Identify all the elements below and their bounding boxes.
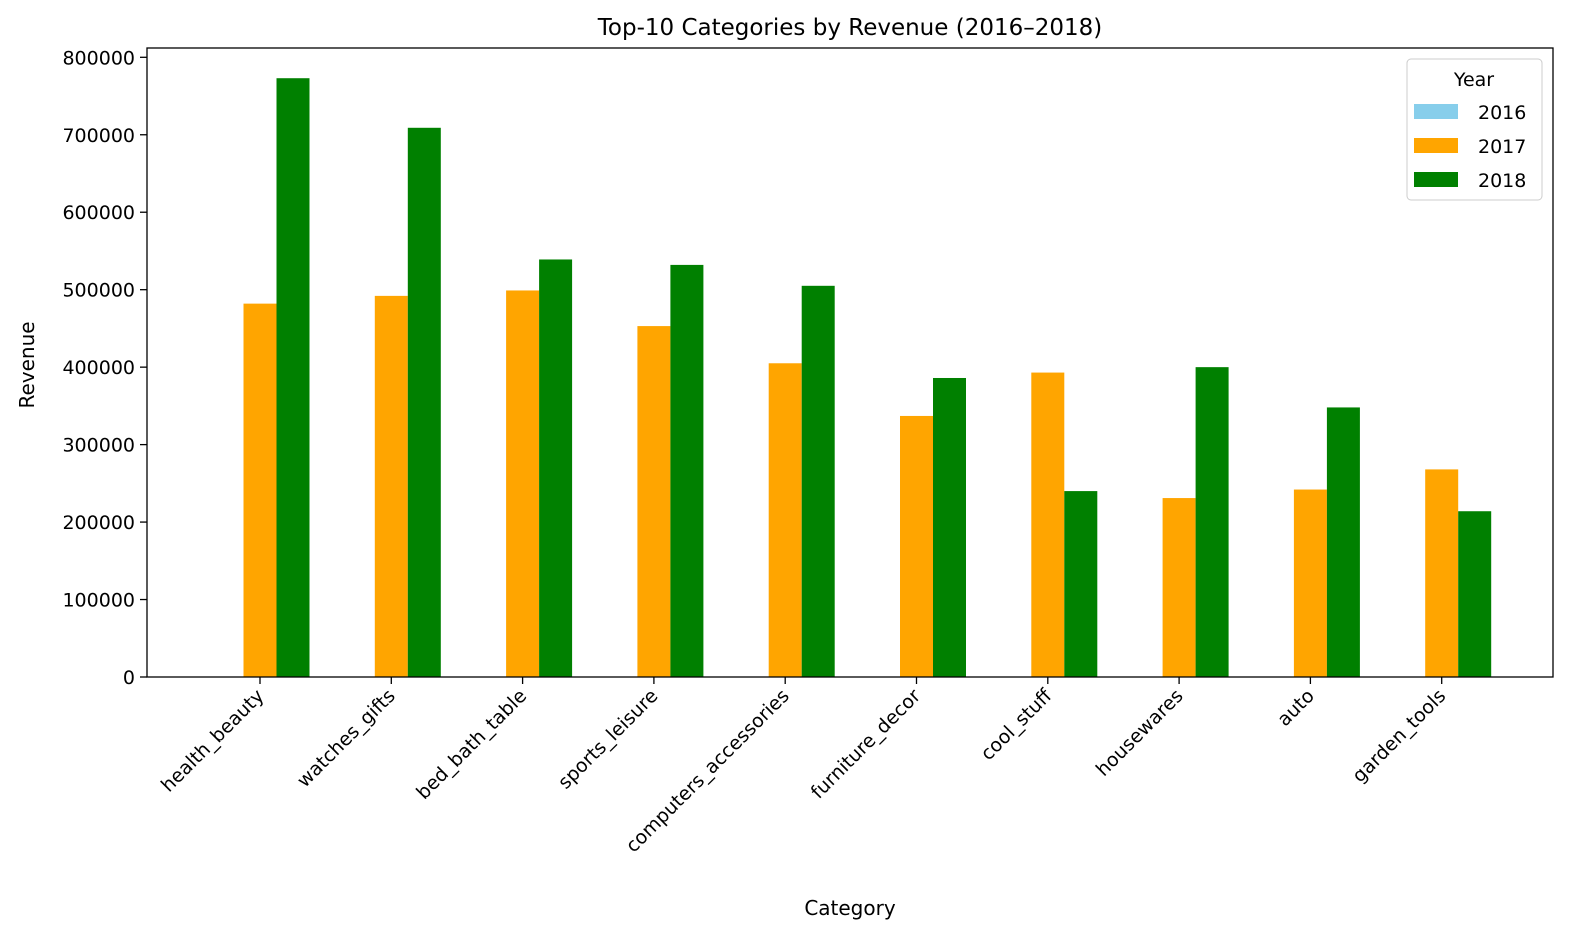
x-axis-label: Category [804, 896, 896, 920]
legend-box [1406, 58, 1543, 201]
x-tick-label: garden_tools [1348, 685, 1450, 787]
y-tick-label: 600000 [62, 202, 135, 224]
bar-2017-computers_accessories [768, 363, 802, 677]
y-axis: 0 100000 200000 300000 400000 500000 600000 700… [62, 47, 147, 689]
bar-2017-garden_tools [1425, 469, 1459, 677]
plot-frame [146, 47, 1554, 678]
bar-2018-bed_bath_table [539, 259, 573, 677]
x-tick-label: sports_leisure [554, 685, 663, 794]
bar-2018-computers_accessories [801, 285, 835, 677]
legend-swatch-2017 [1414, 138, 1458, 153]
x-tick-label: watches_gifts [293, 685, 400, 792]
y-tick-label: 400000 [62, 357, 135, 379]
legend-label-2016: 2016 [1478, 102, 1526, 124]
y-tick-label: 200000 [62, 512, 135, 534]
bar-2017-health_beauty [243, 303, 277, 677]
bar-2017-cool_stuff [1031, 372, 1065, 677]
bar-2018-housewares [1195, 367, 1229, 677]
y-tick-label: 100000 [62, 590, 135, 612]
x-tick-label: auto [1273, 685, 1319, 731]
bar-2018-sports_leisure [670, 264, 704, 677]
bar-2017-bed_bath_table [506, 290, 540, 677]
y-tick-label: 300000 [62, 435, 135, 457]
bar-2018-auto [1326, 407, 1360, 677]
bar-2018-cool_stuff [1064, 491, 1098, 677]
bar-2018-watches_gifts [407, 127, 441, 678]
y-axis-label: Revenue [15, 321, 39, 408]
bar-2018-health_beauty [276, 78, 310, 677]
legend-swatch-2016 [1414, 104, 1458, 119]
bar-2017-furniture_decor [900, 415, 933, 677]
bar-2017-watches_gifts [374, 295, 408, 677]
bar-2018-furniture_decor [933, 377, 966, 677]
x-tick-label: bed_bath_table [412, 685, 531, 804]
x-tick-label: furniture_decor [807, 685, 925, 803]
y-tick-label: 500000 [62, 280, 135, 302]
bar-2017-auto [1293, 489, 1327, 677]
legend-swatch-2018 [1414, 172, 1458, 187]
y-tick-label: 0 [123, 667, 135, 689]
x-tick-label: health_beauty [157, 685, 269, 797]
legend-label-2017: 2017 [1478, 136, 1526, 158]
bar-2017-housewares [1162, 498, 1196, 677]
legend-title: Year [1453, 69, 1494, 91]
x-tick-label: housewares [1092, 685, 1188, 781]
bar-2018-garden_tools [1458, 511, 1492, 677]
x-axis: health_beauty watches_gifts bed_bath_table… [157, 677, 1450, 857]
x-tick-label: cool_stuff [976, 684, 1057, 765]
legend-label-2018: 2018 [1478, 170, 1526, 192]
legend: Year 2016 2017 2018 [1406, 58, 1543, 201]
y-tick-label: 700000 [62, 125, 135, 147]
chart-title: Top-10 Categories by Revenue (2016–2018) [597, 15, 1102, 41]
bar-2017-sports_leisure [637, 326, 671, 677]
bars-layer [243, 78, 1492, 678]
y-tick-label: 800000 [62, 47, 135, 69]
